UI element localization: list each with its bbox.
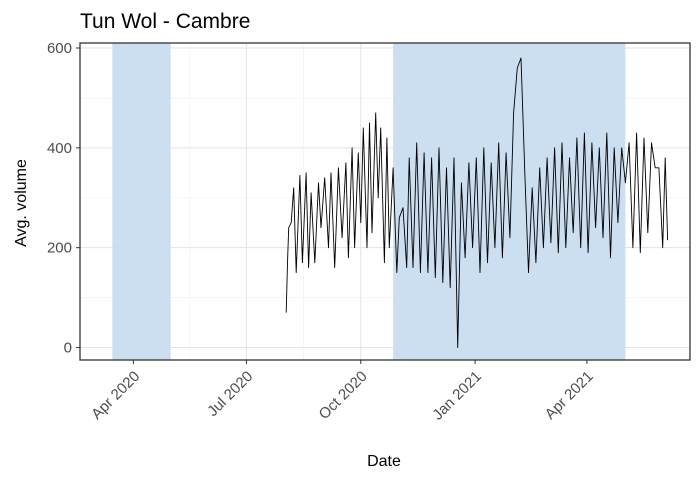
- x-tick-label: Apr 2020: [88, 368, 143, 423]
- y-axis-title: Avg. volume: [13, 159, 30, 247]
- y-tick-label: 200: [47, 240, 72, 257]
- shaded-period: [112, 43, 171, 360]
- x-axis-title: Date: [367, 453, 401, 470]
- x-tick-label: Oct 2020: [316, 368, 371, 423]
- y-tick-label: 600: [47, 40, 72, 57]
- x-tick-label: Apr 2021: [542, 368, 597, 423]
- series-line: [285, 57, 669, 348]
- x-tick-label: Jul 2020: [204, 368, 256, 420]
- y-tick-label: 400: [47, 140, 72, 157]
- shaded-period: [393, 43, 626, 360]
- x-tick-label: Jan 2021: [429, 368, 485, 424]
- plot-border: [79, 42, 691, 361]
- y-tick-label: 0: [64, 340, 72, 357]
- chart-title: Tun Wol - Cambre: [80, 10, 250, 33]
